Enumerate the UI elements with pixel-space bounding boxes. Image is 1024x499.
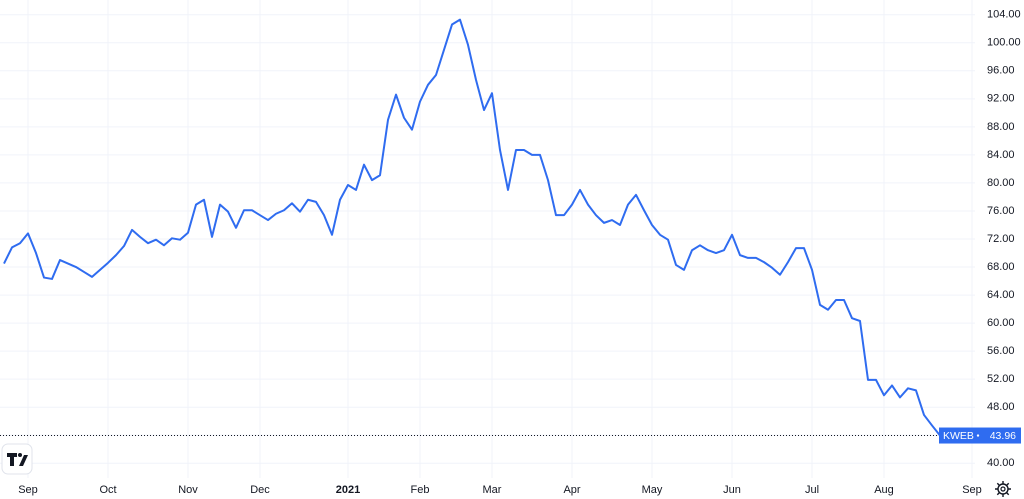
gear-hub	[1000, 486, 1006, 492]
y-tick-label: 72.00	[987, 233, 1015, 245]
y-tick-label: 104.00	[987, 9, 1021, 21]
y-tick-label: 84.00	[987, 149, 1015, 161]
logo-mark	[19, 455, 28, 466]
y-tick-label: 96.00	[987, 65, 1015, 77]
y-tick-label: 76.00	[987, 205, 1015, 217]
logo-bg[interactable]	[1, 443, 33, 475]
x-tick-label: 2021	[336, 484, 360, 496]
y-tick-label: 68.00	[987, 261, 1015, 273]
last-value: 43.96	[990, 430, 1016, 442]
x-tick-label: Feb	[411, 484, 430, 496]
y-tick-label: 60.00	[987, 317, 1015, 329]
y-tick-label: 48.00	[987, 401, 1015, 413]
y-tick-label: 100.00	[987, 37, 1021, 49]
y-tick-label: 80.00	[987, 177, 1015, 189]
y-tick-label: 40.00	[987, 457, 1015, 469]
tradingview-logo[interactable]	[1, 443, 33, 475]
badge-bg	[939, 427, 1021, 444]
x-tick-label: Oct	[99, 484, 116, 496]
x-tick-label: May	[642, 484, 663, 496]
x-tick-label: Jul	[805, 484, 819, 496]
x-tick-label: Dec	[250, 484, 270, 496]
price-line	[3, 18, 941, 437]
logo-mark	[7, 453, 17, 466]
last-price-badge: KWEB 43.96	[939, 427, 1021, 444]
x-tick-label: Apr	[563, 484, 580, 496]
y-tick-label: 92.00	[987, 93, 1015, 105]
y-tick-label: 88.00	[987, 121, 1015, 133]
x-tick-label: Mar	[483, 484, 502, 496]
y-tick-label: 56.00	[987, 345, 1015, 357]
x-tick-label: Jun	[723, 484, 741, 496]
y-tick-label: 52.00	[987, 373, 1015, 385]
separator	[976, 434, 980, 437]
settings-icon[interactable]	[995, 481, 1011, 497]
x-tick-label: Sep	[18, 484, 38, 496]
y-tick-label: 64.00	[987, 289, 1015, 301]
x-tick-label: Aug	[874, 484, 894, 496]
gear-teeth	[995, 481, 1011, 497]
series-name: KWEB	[943, 430, 974, 442]
x-tick-label: Sep	[962, 484, 982, 496]
logo-dot	[18, 453, 22, 457]
x-tick-label: Nov	[178, 484, 198, 496]
